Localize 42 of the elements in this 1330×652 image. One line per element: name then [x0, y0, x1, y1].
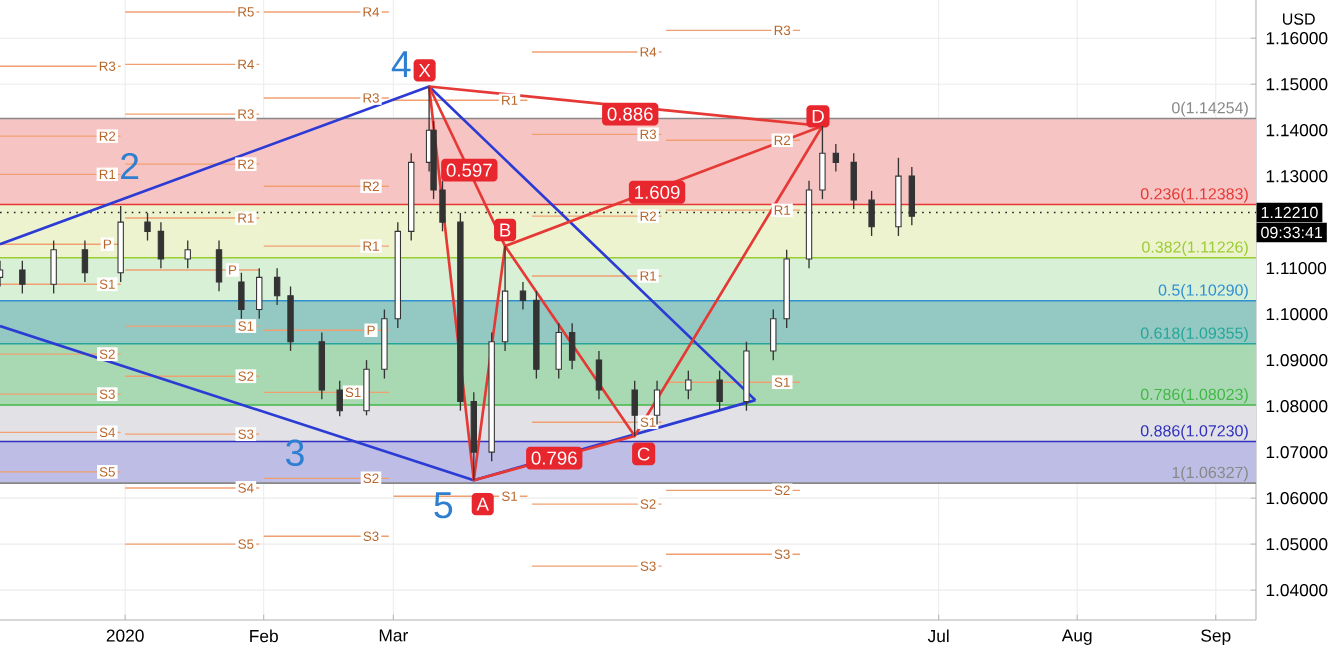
ref-line-label: 0.236(1.12383) — [1140, 187, 1248, 203]
text: 09:33:41 — [1261, 226, 1323, 239]
y-tick-label: 1.08000 — [1266, 400, 1328, 413]
x-tick-label: 2020 — [106, 629, 144, 642]
ref-line-label: 0.886(1.07230) — [1140, 424, 1248, 440]
annotation: 5 — [434, 492, 453, 519]
y-axis-title: USD — [1283, 13, 1315, 25]
ref-line-label: 0.618(1.09355) — [1140, 327, 1248, 342]
annotation: 0.886 — [607, 107, 653, 121]
x-tick-label: Mar — [379, 629, 408, 642]
annotation: D — [812, 109, 824, 123]
x-tick-label: Jul — [927, 629, 949, 643]
ref-line-label: 1.12210 — [1261, 206, 1318, 219]
y-tick-label: 1.07000 — [1266, 446, 1328, 459]
y-tick-label: 1.04000 — [1266, 583, 1328, 597]
x-tick-label: Sep — [1201, 629, 1231, 646]
annotation: 1.609 — [635, 185, 680, 199]
annotation: 4 — [391, 51, 411, 78]
annotation: 3 — [286, 439, 304, 467]
x-tick-label: Feb — [250, 629, 278, 643]
y-tick-label: 1.11000 — [1266, 262, 1327, 275]
y-tick-label: 1.06000 — [1266, 492, 1328, 505]
ref-line-label: 1(1.06327) — [1172, 466, 1248, 482]
annotation: 2 — [121, 152, 139, 179]
y-tick-label: 1.13000 — [1266, 170, 1328, 183]
annotation: A — [476, 497, 489, 511]
ref-line-label: 0.382(1.11226) — [1142, 240, 1248, 256]
annotation: B — [500, 223, 511, 237]
annotation: 0.597 — [446, 163, 492, 177]
ref-line-label: 0.5(1.10290) — [1158, 284, 1248, 299]
y-tick-label: 1.15000 — [1266, 78, 1328, 91]
annotation: X — [418, 63, 431, 77]
ref-line-label: 0.786(1.08023) — [1140, 388, 1248, 404]
annotation: C — [637, 447, 650, 461]
y-tick-label: 1.10000 — [1266, 308, 1328, 321]
y-tick-label: 1.14000 — [1266, 124, 1328, 137]
y-tick-label: 1.05000 — [1266, 537, 1328, 551]
x-tick-label: Aug — [1061, 629, 1092, 645]
y-tick-label: 1.09000 — [1266, 354, 1328, 367]
ref-line-label: 0(1.14254) — [1172, 101, 1248, 117]
annotation: 0.796 — [531, 451, 577, 465]
y-tick-label: 1.16000 — [1266, 32, 1328, 45]
